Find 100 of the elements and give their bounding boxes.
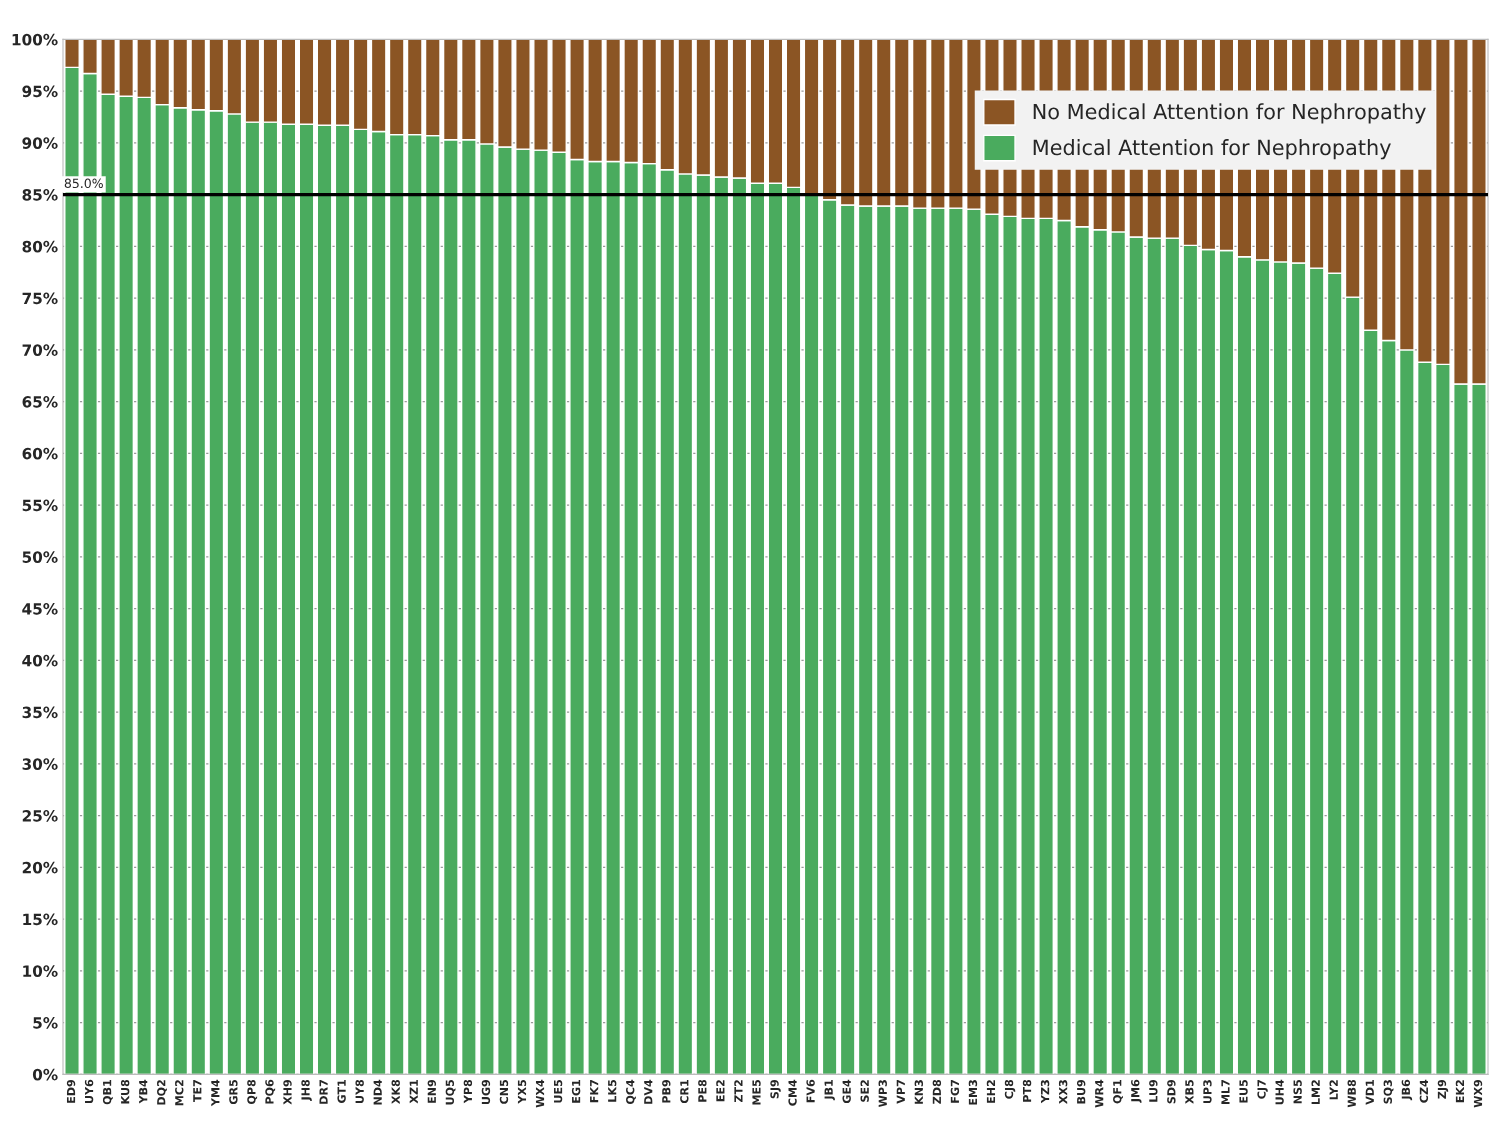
bar bbox=[803, 39, 820, 196]
x-tick-label: XH9 bbox=[283, 1079, 292, 1105]
x-tick-label: PB9 bbox=[662, 1079, 671, 1103]
x-tick-label: WP3 bbox=[878, 1080, 887, 1108]
x-tick-label: DQ2 bbox=[157, 1080, 167, 1105]
legend-label: No Medical Attention for Nephropathy bbox=[1033, 103, 1426, 124]
x-tick-label: FG7 bbox=[950, 1080, 960, 1103]
x-tick-label: ED9 bbox=[66, 1079, 76, 1103]
y-tick-label: 45% bbox=[22, 603, 58, 615]
x-tick-label: WX9 bbox=[1473, 1079, 1483, 1108]
y-tick-label: 0% bbox=[32, 1068, 58, 1081]
x-tick-label: SE2 bbox=[860, 1080, 869, 1102]
x-tick-label: UQ5 bbox=[445, 1080, 456, 1105]
y-tick-label: 80% bbox=[22, 240, 58, 253]
y-tick-label: 15% bbox=[23, 913, 58, 926]
x-tick-label: PQ6 bbox=[265, 1079, 276, 1104]
x-tick-label: TE7 bbox=[193, 1080, 202, 1103]
x-tick-label: GR5 bbox=[229, 1080, 238, 1105]
x-tick-label: YB4 bbox=[139, 1079, 148, 1104]
y-tick-label: 50% bbox=[22, 551, 58, 563]
x-tick-label: CZ4 bbox=[1419, 1079, 1429, 1103]
x-tick-label: NS5 bbox=[1293, 1080, 1302, 1104]
x-tick-label: XZ1 bbox=[409, 1080, 418, 1104]
x-tick-label: KU8 bbox=[120, 1079, 130, 1104]
x-tick-label: SQ3 bbox=[1383, 1080, 1394, 1104]
x-tick-label: UY6 bbox=[84, 1079, 94, 1104]
x-tick-label: EM3 bbox=[968, 1080, 978, 1105]
x-tick-label: MC2 bbox=[175, 1080, 184, 1106]
x-tick-label: GE4 bbox=[842, 1079, 851, 1104]
y-tick-label: 95% bbox=[22, 85, 58, 98]
x-tick-label: YM4 bbox=[211, 1079, 220, 1107]
y-tick-label: 20% bbox=[22, 861, 58, 874]
y-tick-label: 65% bbox=[22, 396, 58, 408]
x-tick-label: UG9 bbox=[481, 1079, 491, 1105]
y-tick-label: 25% bbox=[22, 810, 58, 822]
x-tick-label: JB1 bbox=[824, 1080, 835, 1101]
x-tick-label: JB6 bbox=[1401, 1079, 1413, 1101]
x-tick-label: CN5 bbox=[499, 1080, 509, 1104]
x-tick-label: YX5 bbox=[517, 1080, 527, 1104]
x-tick-label: SJ9 bbox=[770, 1079, 781, 1099]
x-tick-label: VP7 bbox=[896, 1080, 905, 1104]
x-tick-label: UP3 bbox=[1203, 1080, 1212, 1104]
x-tick-label: FK7 bbox=[590, 1080, 599, 1103]
x-tick-label: QC4 bbox=[626, 1079, 636, 1105]
x-tick-label: JM6 bbox=[1131, 1079, 1142, 1103]
legend-label: Medical Attention for Nephropathy bbox=[1033, 139, 1391, 160]
x-tick-label: DR7 bbox=[319, 1080, 328, 1104]
y-tick-label: 100% bbox=[12, 33, 58, 46]
x-tick-label: YP8 bbox=[463, 1079, 473, 1104]
y-tick-label: 70% bbox=[22, 344, 58, 356]
x-tick-label: WR4 bbox=[1095, 1079, 1104, 1108]
x-tick-label: EG1 bbox=[571, 1080, 581, 1103]
y-tick-label: 10% bbox=[23, 965, 58, 977]
x-tick-label: EN9 bbox=[427, 1079, 436, 1103]
x-tick-label: CM4 bbox=[788, 1079, 797, 1106]
x-tick-label: XB5 bbox=[1185, 1080, 1194, 1104]
x-tick-label: UE5 bbox=[554, 1080, 563, 1103]
y-tick-label: 60% bbox=[22, 447, 58, 460]
x-tick-label: UY8 bbox=[355, 1079, 364, 1104]
x-tick-label: LU9 bbox=[1149, 1079, 1158, 1102]
x-tick-label: EH2 bbox=[986, 1080, 996, 1103]
x-tick-label: CJ7 bbox=[1257, 1080, 1268, 1099]
x-tick-label: ZJ9 bbox=[1437, 1079, 1449, 1099]
x-tick-label: KN3 bbox=[914, 1080, 924, 1104]
x-tick-label: EK2 bbox=[1455, 1080, 1465, 1103]
x-tick-label: QF1 bbox=[1113, 1080, 1123, 1104]
x-tick-label: JH8 bbox=[301, 1079, 312, 1102]
x-tick-label: CR1 bbox=[680, 1080, 689, 1104]
x-tick-label: FV6 bbox=[806, 1079, 815, 1103]
x-tick-label: QP8 bbox=[247, 1079, 258, 1104]
x-tick-label: XK8 bbox=[391, 1079, 400, 1104]
y-tick-label: 75% bbox=[22, 292, 58, 305]
ref-line-label: 85.0% bbox=[64, 178, 103, 189]
x-tick-label: BU9 bbox=[1076, 1079, 1086, 1104]
x-tick-label: WB8 bbox=[1347, 1079, 1356, 1108]
x-tick-label: WX4 bbox=[535, 1079, 545, 1108]
x-tick-label: QB1 bbox=[102, 1080, 113, 1105]
y-tick-label: 40% bbox=[22, 654, 58, 667]
x-tick-label: ND4 bbox=[373, 1079, 382, 1105]
x-tick-label: LK5 bbox=[608, 1080, 617, 1102]
x-tick-label: XX3 bbox=[1058, 1080, 1068, 1104]
y-tick-label: 30% bbox=[22, 758, 58, 770]
x-tick-label: DV4 bbox=[644, 1079, 653, 1104]
x-tick-label: ME5 bbox=[752, 1080, 761, 1105]
x-tick-label: EE2 bbox=[716, 1080, 725, 1102]
x-tick-label: UH4 bbox=[1275, 1079, 1284, 1105]
y-tick-label: 85% bbox=[22, 189, 58, 201]
x-tick-label: GT1 bbox=[337, 1080, 346, 1103]
x-tick-label: YZ3 bbox=[1040, 1080, 1050, 1104]
x-tick-label: PE8 bbox=[698, 1079, 707, 1102]
y-tick-label: 90% bbox=[22, 137, 58, 149]
x-tick-label: ZD8 bbox=[932, 1079, 942, 1104]
x-tick-label: EU5 bbox=[1239, 1080, 1248, 1103]
x-tick-label: VD1 bbox=[1365, 1080, 1374, 1105]
x-tick-label: ZT2 bbox=[734, 1080, 743, 1103]
y-tick-label: 55% bbox=[22, 499, 58, 512]
x-tick-label: SD9 bbox=[1167, 1079, 1176, 1104]
y-tick-label: 35% bbox=[22, 706, 58, 719]
bar bbox=[803, 193, 820, 1075]
y-tick-label: 5% bbox=[33, 1017, 58, 1029]
